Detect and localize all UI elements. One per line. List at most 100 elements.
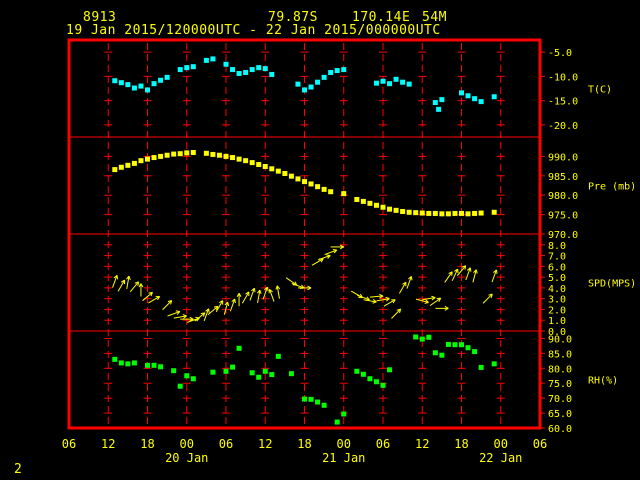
y-tick-label-temp-1: -10.0 bbox=[548, 72, 578, 83]
temp-point-5 bbox=[145, 87, 150, 93]
rh-point-41 bbox=[465, 345, 471, 351]
rh-point-12 bbox=[223, 368, 229, 374]
rh-point-33 bbox=[413, 334, 419, 340]
temp-point-7 bbox=[158, 77, 164, 83]
wind-arrow-35 bbox=[369, 293, 384, 299]
temp-point-19 bbox=[256, 65, 262, 71]
pres-point-32 bbox=[328, 189, 334, 195]
panel-rh bbox=[112, 334, 545, 429]
wind-arrow-6 bbox=[148, 295, 161, 304]
pres-point-6 bbox=[151, 155, 157, 161]
rh-point-16 bbox=[256, 374, 262, 380]
rh-point-0 bbox=[112, 356, 118, 362]
pres-point-25 bbox=[282, 170, 288, 176]
panel-wind bbox=[112, 244, 545, 332]
temp-point-22 bbox=[295, 81, 301, 87]
panel-label-temp: T(C) bbox=[588, 85, 612, 96]
y-tick-label-pres-4: 990.0 bbox=[548, 152, 578, 163]
pres-point-31 bbox=[321, 186, 327, 192]
rh-point-7 bbox=[171, 368, 177, 374]
page-number: 2 bbox=[14, 462, 23, 477]
pres-point-0 bbox=[112, 167, 118, 173]
temp-point-1 bbox=[118, 80, 124, 86]
wind-arrow-50 bbox=[482, 293, 493, 304]
y-tick-label-wind-4: 4.0 bbox=[548, 284, 566, 295]
temp-point-32 bbox=[387, 81, 393, 87]
y-tick-label-rh-5: 85.0 bbox=[548, 349, 572, 360]
temp-point-28 bbox=[334, 68, 340, 74]
temp-point-2 bbox=[125, 82, 131, 88]
temp-point-13 bbox=[210, 56, 216, 62]
wind-arrow-29 bbox=[317, 254, 331, 261]
panel-label-wind: SPD(MPS) bbox=[588, 279, 636, 290]
temp-point-23 bbox=[302, 87, 307, 93]
rh-point-38 bbox=[445, 341, 451, 347]
wind-arrow-14 bbox=[207, 305, 219, 316]
pres-point-9 bbox=[171, 151, 177, 157]
wind-arrow-10 bbox=[180, 316, 194, 322]
rh-point-34 bbox=[419, 336, 425, 342]
panel-pres bbox=[112, 150, 545, 235]
wind-arrow-45 bbox=[444, 271, 453, 283]
temp-point-12 bbox=[203, 57, 209, 63]
y-tick-label-rh-6: 90.0 bbox=[548, 334, 572, 345]
pres-point-53 bbox=[478, 210, 484, 216]
temp-point-11 bbox=[190, 64, 196, 70]
temp-point-6 bbox=[151, 81, 157, 87]
temp-point-27 bbox=[328, 69, 334, 75]
wind-arrow-40 bbox=[406, 276, 413, 289]
temp-point-30 bbox=[373, 80, 379, 86]
rh-point-22 bbox=[308, 396, 314, 402]
rh-point-4 bbox=[145, 362, 150, 368]
wind-arrow-21 bbox=[256, 289, 262, 303]
temp-point-8 bbox=[164, 74, 170, 80]
rh-point-28 bbox=[360, 371, 366, 377]
wind-arrow-17 bbox=[229, 298, 236, 312]
pres-point-44 bbox=[419, 210, 425, 216]
pres-point-45 bbox=[426, 210, 432, 216]
pres-point-17 bbox=[230, 155, 236, 161]
pres-point-3 bbox=[131, 160, 137, 166]
rh-point-2 bbox=[125, 361, 131, 367]
wind-arrow-7 bbox=[162, 300, 173, 311]
rh-point-23 bbox=[315, 399, 321, 405]
rh-point-31 bbox=[380, 382, 386, 388]
pres-point-35 bbox=[360, 198, 366, 204]
wind-arrow-37 bbox=[383, 299, 396, 307]
y-tick-label-temp-0: -5.0 bbox=[548, 48, 572, 59]
y-tick-label-rh-4: 80.0 bbox=[548, 364, 572, 375]
wind-arrow-15 bbox=[215, 300, 224, 313]
panel-label-pres: Pre (mb) bbox=[588, 182, 636, 193]
rh-point-20 bbox=[288, 371, 294, 377]
wind-arrow-0 bbox=[112, 274, 119, 288]
rh-point-27 bbox=[354, 368, 360, 374]
pres-point-46 bbox=[432, 210, 438, 216]
pres-point-42 bbox=[406, 209, 412, 215]
temp-point-24 bbox=[308, 84, 314, 90]
rh-point-18 bbox=[269, 372, 275, 378]
temp-point-33 bbox=[393, 76, 399, 82]
temp-point-16 bbox=[236, 70, 242, 76]
wind-arrow-48 bbox=[465, 267, 472, 281]
x-tick-label-12: 06 bbox=[533, 437, 547, 451]
wind-arrow-16 bbox=[223, 301, 230, 315]
y-tick-label-pres-1: 975.0 bbox=[548, 211, 578, 222]
temp-point-31 bbox=[380, 78, 386, 84]
temp-point-0 bbox=[112, 78, 118, 84]
pres-point-5 bbox=[145, 156, 150, 162]
rh-point-15 bbox=[249, 370, 255, 376]
rh-point-30 bbox=[373, 379, 379, 385]
wind-arrow-49 bbox=[472, 269, 478, 283]
rh-point-39 bbox=[452, 342, 458, 348]
temp-point-26 bbox=[321, 74, 327, 80]
pres-point-23 bbox=[269, 166, 275, 172]
x-tick-label-9: 12 bbox=[415, 437, 429, 451]
wind-arrow-25 bbox=[285, 277, 298, 286]
pres-point-38 bbox=[380, 204, 386, 210]
pres-point-24 bbox=[275, 168, 281, 174]
x-tick-label-7: 00 bbox=[337, 437, 351, 451]
wind-arrow-38 bbox=[391, 308, 402, 319]
pres-point-36 bbox=[367, 200, 373, 206]
rh-point-32 bbox=[387, 367, 393, 373]
